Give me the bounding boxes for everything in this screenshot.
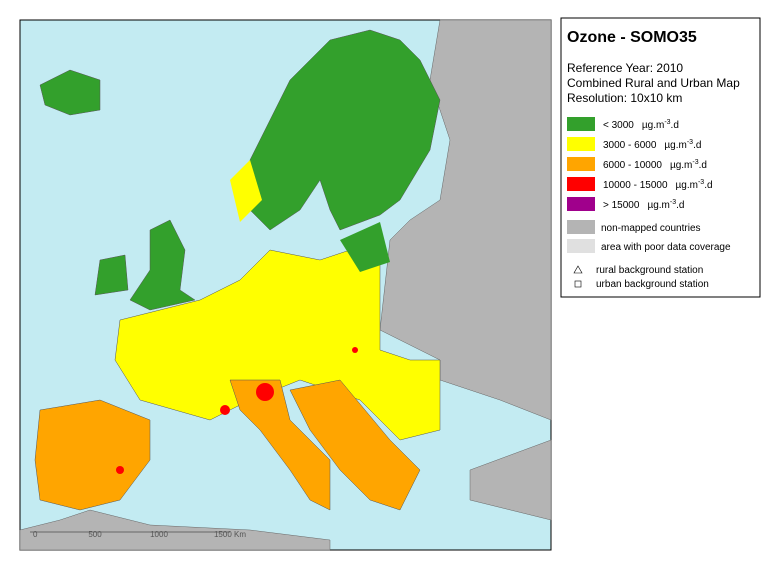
- legend-exp: -3: [692, 159, 698, 166]
- scale-label: 1500 Km: [214, 530, 246, 539]
- legend-areas: non-mapped countries area with poor data …: [567, 220, 731, 253]
- legend-unit: µg.m: [642, 120, 664, 131]
- station-symbol: [573, 265, 583, 274]
- scandinavia: [239, 29, 441, 231]
- subtitle: Resolution: 10x10 km: [567, 91, 682, 105]
- legend-label: non-mapped countries: [601, 223, 701, 234]
- legend-swatch: [567, 137, 595, 151]
- legend-unit-end: .d: [704, 180, 712, 191]
- legend-exp: -3: [664, 119, 670, 126]
- legend-unit-end: .d: [671, 120, 679, 131]
- legend-label: < 3000 µg.m-3.d: [603, 119, 679, 131]
- legend-unit-end: .d: [693, 140, 701, 151]
- scale-label: 1000: [150, 530, 168, 539]
- legend-unit: µg.m: [647, 200, 669, 211]
- legend-label: urban background station: [596, 279, 709, 290]
- legend-label: area with poor data coverage: [601, 242, 731, 253]
- legend: Ozone - SOMO35 Reference Year: 2010Combi…: [560, 17, 761, 298]
- station-symbol: [574, 280, 582, 288]
- legend-swatch: [567, 239, 595, 253]
- ireland: [94, 254, 129, 296]
- legend-swatch: [567, 197, 595, 211]
- legend-exp: -3: [687, 139, 693, 146]
- title: Ozone - SOMO35: [567, 29, 697, 46]
- non-mapped-africa: [19, 509, 331, 551]
- norway-south: [230, 160, 262, 222]
- legend-unit: µg.m: [670, 160, 692, 171]
- legend-range: 3000 - 6000: [603, 140, 657, 151]
- legend-label: 10000 - 15000 µg.m-3.d: [603, 179, 713, 191]
- legend-label: 3000 - 6000 µg.m-3.d: [603, 139, 701, 151]
- legend-unit: µg.m: [664, 140, 686, 151]
- legend-swatch: [567, 177, 595, 191]
- continent: [114, 239, 441, 441]
- legend-swatch: [567, 157, 595, 171]
- britain: [129, 219, 196, 311]
- legend-range: < 3000: [603, 120, 634, 131]
- legend-unit-end: .d: [699, 160, 707, 171]
- baltic: [340, 222, 390, 272]
- legend-swatch: [567, 117, 595, 131]
- iceland: [39, 69, 101, 116]
- scale-label: 500: [88, 530, 102, 539]
- legend-exp: -3: [698, 179, 704, 186]
- legend-label: 6000 - 10000 µg.m-3.d: [603, 159, 707, 171]
- balkans: [289, 379, 421, 511]
- map: [19, 19, 552, 551]
- legend-label: > 15000 µg.m-3.d: [603, 199, 684, 211]
- scale-label: 0: [33, 530, 38, 539]
- legend-range: > 15000: [603, 200, 640, 211]
- legend-exp: -3: [670, 199, 676, 206]
- italy: [229, 379, 331, 511]
- subtitle: Reference Year: 2010: [567, 61, 683, 75]
- legend-label: rural background station: [596, 265, 703, 276]
- legend-range: 10000 - 15000: [603, 180, 668, 191]
- legend-unit: µg.m: [676, 180, 698, 191]
- legend-range: 6000 - 10000: [603, 160, 662, 171]
- iberia: [34, 399, 151, 511]
- hotspot: [220, 405, 230, 415]
- scale-labels: 0 500 1000 1500 Km: [33, 530, 246, 539]
- hotspot: [116, 466, 124, 474]
- non-mapped-turkey: [469, 439, 552, 521]
- legend-stations: rural background station urban background…: [573, 265, 709, 290]
- legend-swatch: [567, 220, 595, 234]
- hotspot: [352, 347, 358, 353]
- hotspot: [256, 383, 274, 401]
- subtitle: Combined Rural and Urban Map: [567, 76, 740, 90]
- legend-unit-end: .d: [676, 200, 684, 211]
